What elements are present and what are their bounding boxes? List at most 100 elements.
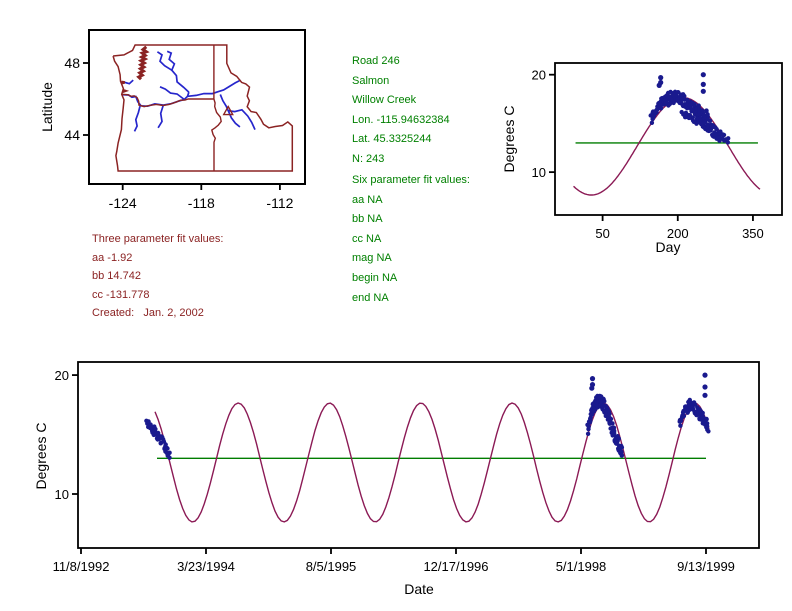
data-point [658, 106, 664, 111]
annotation-line: bb NA [352, 213, 383, 226]
data-point [658, 102, 663, 107]
annotation-line: Three parameter fit values: [92, 233, 224, 245]
annotation-line: mag NA [352, 252, 392, 265]
data-point [702, 120, 707, 125]
puget-sound [136, 45, 150, 81]
annotation-line: Lon. -115.94632384 [352, 113, 450, 126]
state-border-idaho [210, 45, 222, 171]
data-point [714, 127, 719, 132]
axis-tick-label: 200 [667, 226, 689, 241]
data-point [706, 429, 711, 434]
data-point [153, 426, 158, 432]
axis-tick-label: 350 [742, 226, 764, 241]
data-point [707, 118, 713, 124]
data-point [692, 101, 697, 107]
axis-tick-label: 12/17/1996 [423, 559, 488, 574]
fit-curve [573, 96, 761, 196]
data-point [167, 450, 172, 455]
data-point [612, 431, 617, 436]
data-point [702, 392, 708, 398]
state-outline [112, 44, 294, 172]
y-axis-label: Degrees C [33, 423, 49, 490]
annotation-line: aa NA [352, 193, 383, 206]
river [187, 79, 241, 98]
site-info-annotation: Road 246 Salmon Willow Creek Lon. -115.9… [352, 52, 450, 170]
data-point [704, 108, 709, 113]
data-point [675, 90, 681, 95]
map-panel: -124 -118 -112 48 44 Latitude [39, 29, 306, 211]
scatter-points [648, 72, 731, 145]
plot-frame [554, 62, 783, 216]
coast-inlet [122, 88, 130, 93]
river [157, 104, 165, 129]
river [219, 94, 256, 130]
river [133, 105, 141, 132]
data-point [586, 424, 591, 429]
data-point [167, 455, 172, 460]
annotation-line: aa -1.92 [92, 251, 133, 264]
data-point [725, 140, 731, 145]
axis-tick-label: 20 [532, 68, 546, 83]
data-point [588, 418, 593, 424]
axis-tick-label: -112 [266, 195, 293, 211]
y-axis-label: Latitude [39, 82, 55, 132]
data-point [702, 372, 708, 378]
axis-tick-label: 3/23/1994 [177, 559, 235, 574]
data-point [726, 136, 731, 141]
data-point [685, 98, 691, 104]
annotation-line: Road 246 [352, 55, 400, 67]
data-point [658, 75, 664, 81]
data-point [610, 421, 615, 426]
annotation-line: cc NA [352, 232, 382, 245]
axis-tick-label: 10 [55, 487, 69, 502]
plot-frame [77, 361, 760, 549]
river [159, 86, 185, 101]
coast-inlet [121, 80, 126, 85]
three-param-annotation: Three parameter fit values: aa -1.92 bb … [92, 230, 223, 323]
fit-curve [154, 402, 710, 523]
data-point [163, 442, 168, 447]
data-point [678, 423, 683, 428]
data-point [681, 96, 686, 102]
annotation-line: Six parameter fit values: [352, 174, 470, 186]
data-point [608, 416, 613, 421]
scatter-points [144, 372, 711, 460]
river [123, 79, 134, 85]
axis-tick-label: 5/1/1998 [556, 559, 607, 574]
data-point [667, 101, 673, 107]
data-point [619, 453, 624, 458]
river [227, 110, 241, 128]
axis-tick-label: 11/8/1992 [53, 559, 110, 574]
data-point [717, 138, 722, 143]
data-point [649, 120, 655, 126]
data-point [700, 88, 706, 94]
axis-tick-label: 20 [55, 368, 69, 383]
state-border-columbia [121, 93, 214, 108]
data-point [607, 411, 612, 417]
annotation-line: begin NA [352, 271, 398, 284]
annotation-line: Willow Creek [352, 94, 417, 107]
data-point [589, 385, 595, 391]
data-point [700, 72, 706, 78]
axis-tick-label: 8/5/1995 [306, 559, 357, 574]
data-point [702, 384, 708, 390]
annotation-line: cc -131.778 [92, 288, 150, 301]
river [156, 51, 173, 71]
data-point [619, 449, 624, 454]
data-point [711, 124, 716, 129]
axis-tick-label: -118 [188, 195, 215, 211]
axis-tick-label: 48 [64, 55, 80, 71]
annotation-line: N: 243 [352, 152, 385, 165]
data-point [611, 425, 617, 430]
six-param-annotation: Six parameter fit values: aa NA bb NA cc… [352, 171, 470, 308]
data-point [700, 410, 705, 416]
data-point [681, 413, 687, 419]
annotation-line: Created: Jan. 2, 2002 [92, 307, 204, 320]
data-point [616, 436, 621, 441]
data-point [619, 445, 625, 450]
annotation-line: end NA [352, 291, 389, 304]
data-point [602, 399, 607, 404]
day-plot-panel: 50 200 350 10 20 Day Degrees C [501, 62, 783, 255]
